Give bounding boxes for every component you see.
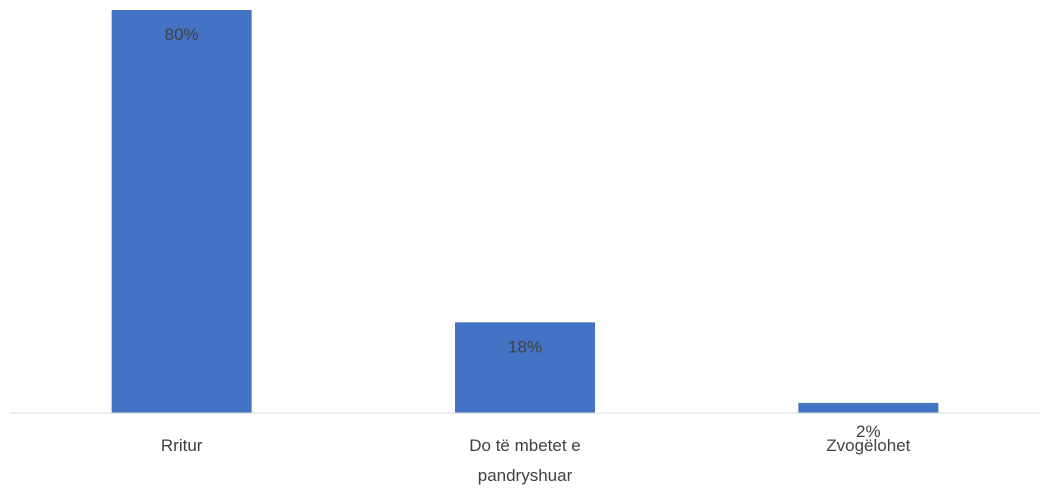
data-label-3: 2% (856, 422, 881, 441)
category-label-2-line-2: pandryshuar (478, 466, 573, 485)
bar-2 (455, 322, 595, 413)
category-labels-group: Rritur Do të mbetet e pandryshuar Zvogëlohe… (161, 436, 911, 485)
category-label-1: Rritur (161, 436, 203, 455)
bar-3 (798, 402, 939, 413)
category-label-2-line-1: Do të mbetet e (469, 436, 581, 455)
category-label-3: Zvogëlohet (826, 436, 910, 455)
data-label-1: 80% (165, 25, 199, 44)
data-labels-group: 80% 18% 2% (165, 25, 881, 441)
bar-1 (111, 10, 252, 413)
data-label-2: 18% (508, 337, 542, 356)
bars-group (111, 10, 939, 413)
